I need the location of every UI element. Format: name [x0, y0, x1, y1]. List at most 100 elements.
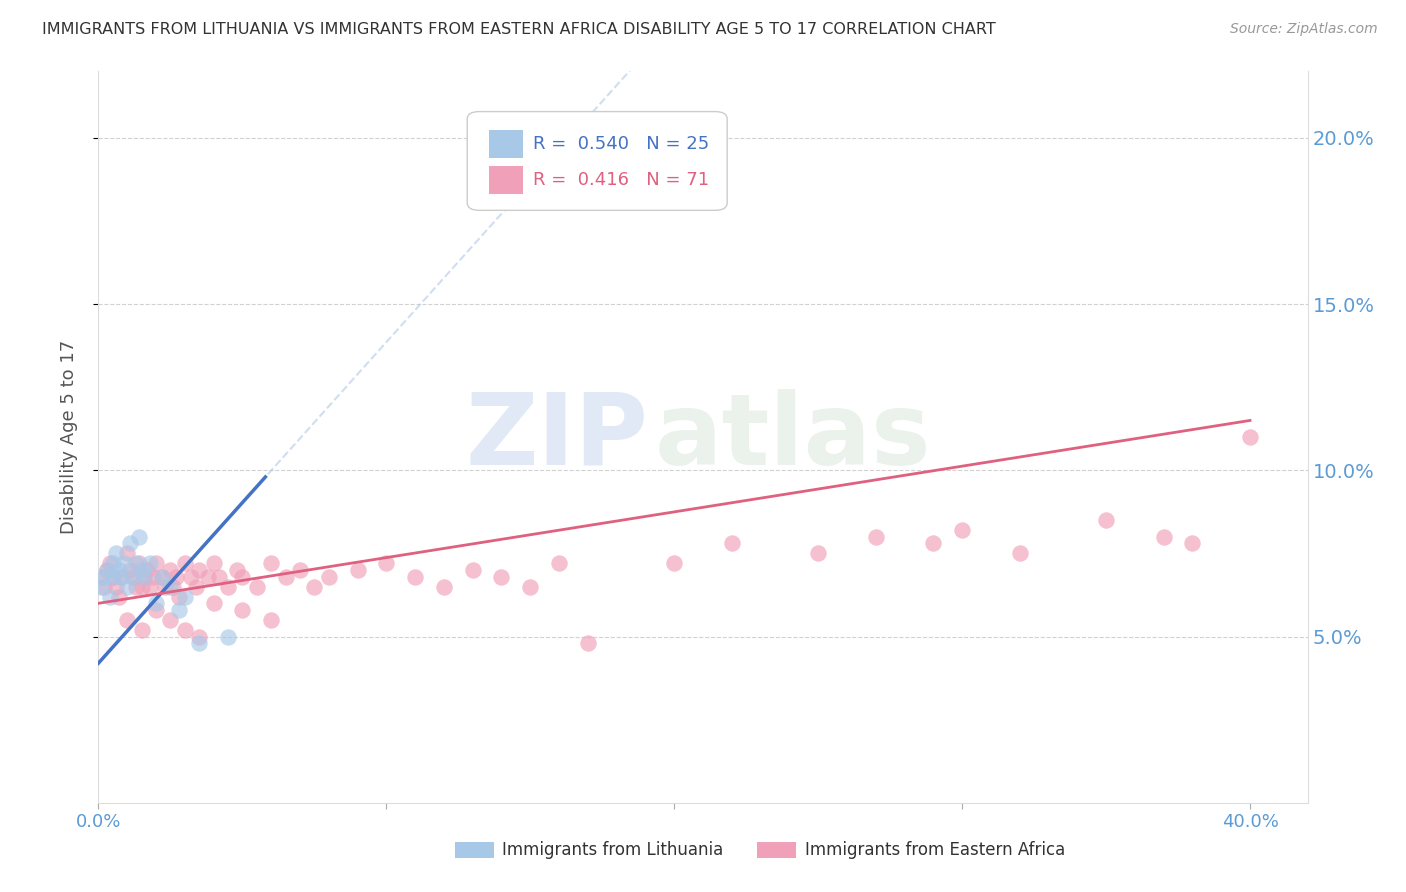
Text: ZIP: ZIP	[465, 389, 648, 485]
Point	[159, 580, 181, 594]
Point	[576, 636, 599, 650]
Point	[548, 557, 571, 571]
Point	[120, 563, 142, 577]
Point	[104, 580, 127, 594]
Point	[288, 563, 311, 577]
Point	[950, 523, 973, 537]
Point	[110, 570, 132, 584]
Point	[217, 630, 239, 644]
Text: Immigrants from Lithuania: Immigrants from Lithuania	[502, 840, 724, 859]
Point	[1153, 530, 1175, 544]
Point	[1239, 430, 1261, 444]
Point	[188, 636, 211, 650]
Point	[153, 580, 176, 594]
Point	[165, 570, 187, 584]
Point	[173, 557, 195, 571]
Point	[122, 570, 145, 584]
Point	[375, 557, 398, 571]
Text: Source: ZipAtlas.com: Source: ZipAtlas.com	[1230, 22, 1378, 37]
Point	[173, 623, 195, 637]
Point	[115, 613, 138, 627]
Point	[98, 557, 121, 571]
Point	[101, 557, 124, 571]
Text: atlas: atlas	[655, 389, 931, 485]
Point	[217, 580, 239, 594]
Point	[139, 580, 162, 594]
Point	[173, 590, 195, 604]
Point	[346, 563, 368, 577]
Point	[188, 563, 211, 577]
Point	[461, 563, 484, 577]
Point	[620, 180, 643, 194]
Point	[922, 536, 945, 550]
Point	[404, 570, 426, 584]
Point	[202, 596, 225, 610]
Point	[664, 557, 686, 571]
Point	[807, 546, 830, 560]
Point	[159, 613, 181, 627]
Point	[274, 570, 297, 584]
FancyBboxPatch shape	[467, 112, 727, 211]
Point	[1095, 513, 1118, 527]
Point	[115, 580, 138, 594]
Point	[202, 557, 225, 571]
Point	[865, 530, 887, 544]
Point	[93, 570, 115, 584]
Point	[131, 563, 153, 577]
Point	[519, 580, 541, 594]
Point	[433, 580, 456, 594]
Point	[304, 580, 326, 594]
Bar	[456, 841, 494, 858]
Point	[125, 580, 148, 594]
Point	[125, 557, 148, 571]
Text: Immigrants from Eastern Africa: Immigrants from Eastern Africa	[804, 840, 1064, 859]
Point	[122, 570, 145, 584]
Point	[225, 563, 247, 577]
Point	[93, 580, 115, 594]
Point	[110, 570, 132, 584]
Point	[120, 536, 142, 550]
Point	[186, 580, 208, 594]
Point	[246, 580, 269, 594]
Point	[142, 570, 165, 584]
Text: R =  0.540   N = 25: R = 0.540 N = 25	[533, 135, 709, 153]
Point	[134, 570, 156, 584]
Point	[128, 530, 150, 544]
Point	[231, 570, 253, 584]
Point	[188, 630, 211, 644]
Point	[115, 546, 138, 560]
Point	[131, 623, 153, 637]
Point	[150, 570, 173, 584]
Y-axis label: Disability Age 5 to 17: Disability Age 5 to 17	[59, 340, 77, 534]
Point	[104, 546, 127, 560]
Point	[107, 563, 129, 577]
Point	[1181, 536, 1204, 550]
Point	[107, 590, 129, 604]
Point	[180, 570, 202, 584]
Point	[167, 603, 190, 617]
Point	[197, 570, 219, 584]
Text: R =  0.416   N = 71: R = 0.416 N = 71	[533, 171, 709, 189]
Point	[159, 563, 181, 577]
Point	[162, 580, 184, 594]
Point	[112, 557, 135, 571]
Point	[1008, 546, 1031, 560]
Point	[260, 557, 283, 571]
Point	[260, 613, 283, 627]
Point	[720, 536, 742, 550]
Point	[231, 603, 253, 617]
Point	[101, 570, 124, 584]
Bar	[489, 130, 523, 158]
Point	[136, 563, 159, 577]
Point	[98, 590, 121, 604]
Point	[150, 570, 173, 584]
Point	[491, 570, 513, 584]
Point	[145, 603, 167, 617]
Bar	[489, 167, 523, 194]
Point	[90, 580, 112, 594]
Text: IMMIGRANTS FROM LITHUANIA VS IMMIGRANTS FROM EASTERN AFRICA DISABILITY AGE 5 TO : IMMIGRANTS FROM LITHUANIA VS IMMIGRANTS …	[42, 22, 995, 37]
Point	[128, 557, 150, 571]
Point	[318, 570, 340, 584]
Point	[145, 557, 167, 571]
Point	[131, 580, 153, 594]
